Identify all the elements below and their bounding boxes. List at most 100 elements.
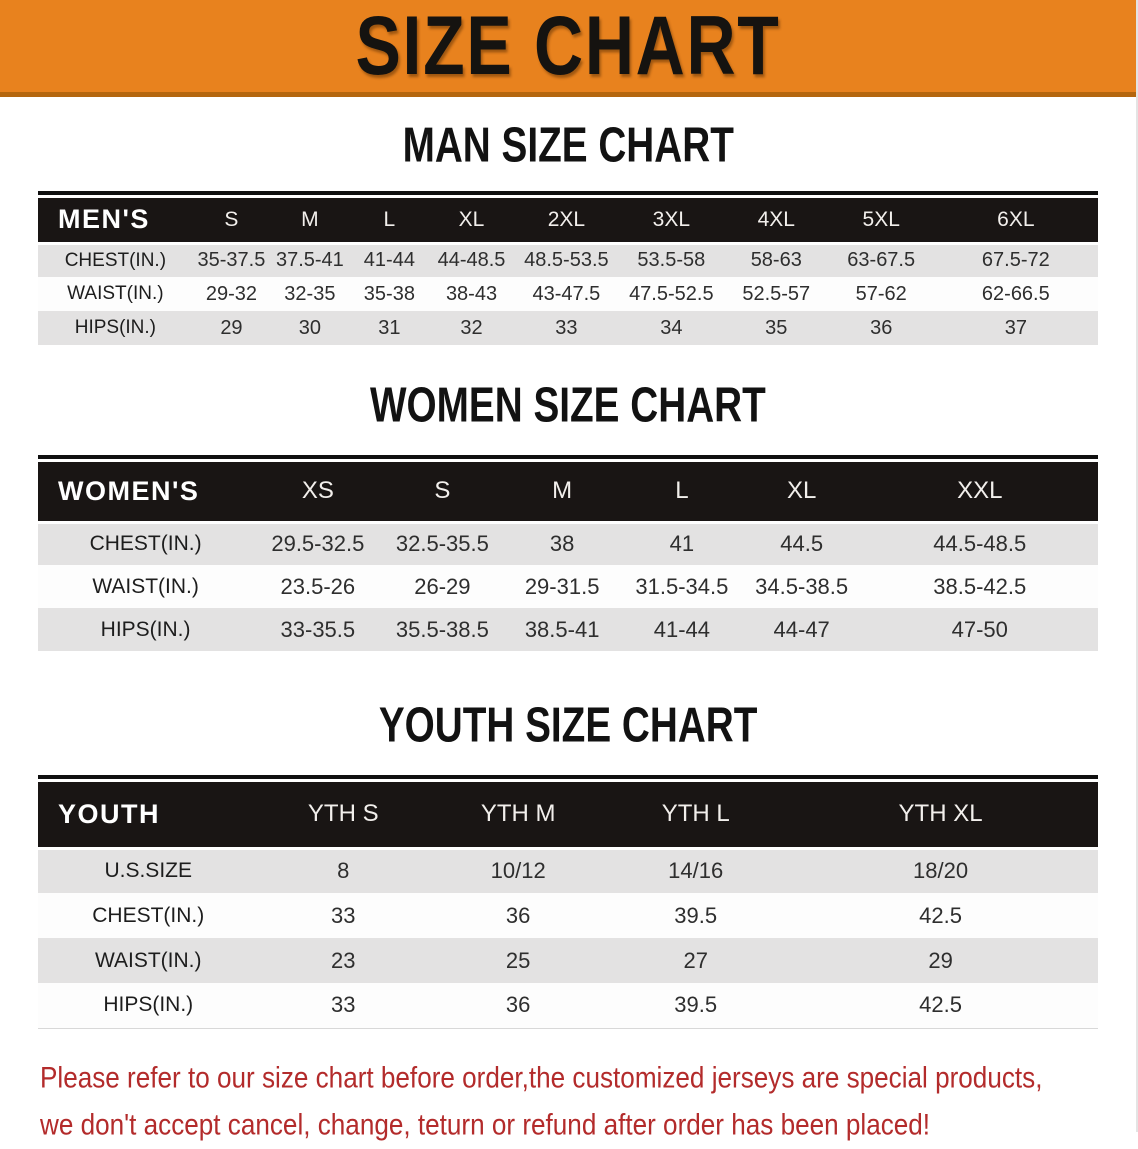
group-label: WOMEN'S [58,475,200,506]
size-value-cell: 43-47.5 [532,282,601,305]
size-value-cell: 14/16 [668,858,724,884]
disclaimer-line-2: we don't accept cancel, change, teturn o… [40,1108,931,1141]
size-value-cell: 33 [331,992,356,1018]
size-column-header: YTH L [661,800,730,828]
size-value-cell: 38 [549,531,575,557]
size-value-cell: 62-66.5 [981,282,1050,305]
size-column-header: YTH M [480,800,556,828]
size-value-cell: 37.5-41 [275,249,344,272]
row-label: HIPS(IN.) [103,993,194,1017]
section-men: MAN SIZE CHART MEN'S S M L XL 2XL 3XL 4XL 5XL 6XL… [0,97,1136,345]
size-value-cell: 35.5-38.5 [395,616,489,642]
size-value-cell: 34 [660,316,683,339]
measure-row: WAIST(IN.) 29-32 32-35 35-38 38-43 43-47.5 47.… [38,277,1098,311]
size-value-cell: 38-43 [445,282,498,305]
size-column-header: XL [458,207,485,231]
size-column-header: YTH XL [898,800,983,828]
size-value-cell: 44-47 [773,616,830,642]
youth-size-table: YOUTH YTH S YTH M YTH L YTH XL U.S.SIZE 8 10/12… [38,782,1098,1029]
size-value-cell: 33-35.5 [280,616,356,642]
size-value-cell: 39.5 [674,992,718,1018]
size-value-cell: 32 [460,316,483,339]
disclaimer: Please refer to our size chart before or… [40,1055,1136,1149]
measure-row: U.S.SIZE 8 10/12 14/16 18/20 [38,848,1098,893]
size-value-cell: 8 [337,858,350,884]
size-value-cell: 34.5-38.5 [755,573,849,599]
measure-row: CHEST(IN.) 35-37.5 37.5-41 41-44 44-48.5 48.5… [38,243,1098,277]
size-column-header: 5XL [862,207,900,231]
men-section-heading: MAN SIZE CHART [0,97,1136,191]
size-column-header: S [434,477,451,505]
size-value-cell: 53.5-58 [637,249,706,272]
size-column-header: L [383,207,396,231]
row-label: U.S.SIZE [104,859,192,883]
group-label: MEN'S [58,204,150,235]
size-column-header: S [224,207,239,231]
youth-size-table-wrap: YOUTH YTH S YTH M YTH L YTH XL U.S.SIZE 8 10/12… [38,775,1098,1029]
size-value-cell: 41-44 [653,616,711,642]
size-header-row: YOUTH YTH S YTH M YTH L YTH XL [38,782,1098,848]
size-value-cell: 52.5-57 [742,282,811,305]
size-value-cell: 18/20 [913,858,969,884]
row-label: HIPS(IN.) [100,617,191,641]
section-youth: YOUTH SIZE CHART YOUTH YTH S YTH M YTH L YTH… [0,651,1136,1029]
size-column-header: 2XL [547,207,586,231]
row-label: WAIST(IN.) [67,283,164,304]
size-column-header: M [301,207,319,231]
size-column-header: 4XL [757,207,795,231]
size-value-cell: 29-32 [205,282,258,305]
size-column-header: M [552,477,573,505]
size-value-cell: 38.5-41 [524,616,600,642]
size-value-cell: 35-38 [363,282,415,305]
size-column-header: XXL [957,477,1003,505]
size-value-cell: 39.5 [674,902,718,928]
size-value-cell: 41 [669,531,695,557]
row-label: CHEST(IN.) [92,903,205,927]
measure-row: CHEST(IN.) 33 36 39.5 42.5 [38,893,1098,938]
size-value-cell: 44.5-48.5 [933,531,1027,557]
row-label: CHEST(IN.) [89,532,202,556]
banner: SIZE CHART [0,0,1136,97]
size-value-cell: 36 [505,902,531,928]
size-value-cell: 33 [555,316,578,339]
size-value-cell: 25 [505,947,531,973]
measure-row: HIPS(IN.) 29 30 31 32 33 34 35 36 37 [38,311,1098,345]
men-size-table: MEN'S S M L XL 2XL 3XL 4XL 5XL 6XL CHEST(IN.) 35-37… [38,198,1098,345]
row-label: HIPS(IN.) [74,317,157,338]
size-column-header: XL [786,477,817,505]
size-value-cell: 23.5-26 [280,573,356,599]
size-value-cell: 29-31.5 [524,573,600,599]
size-value-cell: 35 [765,316,788,339]
women-size-table-wrap: WOMEN'S XS S M L XL XXL CHEST(IN.) 29.5-32.5 32.5… [38,455,1098,651]
size-value-cell: 38.5-42.5 [933,573,1027,599]
size-value-cell: 44.5 [780,531,824,557]
size-column-header: L [675,477,689,505]
size-value-cell: 36 [870,316,893,339]
size-value-cell: 63-67.5 [847,249,916,272]
size-value-cell: 26-29 [414,573,471,599]
size-value-cell: 36 [505,992,531,1018]
size-column-header: XS [301,477,334,505]
youth-section-heading: YOUTH SIZE CHART [0,651,1136,775]
size-value-cell: 67.5-72 [981,249,1050,272]
size-column-header: 3XL [652,207,691,231]
group-label: YOUTH [58,798,160,829]
measure-row: HIPS(IN.) 33 36 39.5 42.5 [38,983,1098,1028]
size-value-cell: 29 [220,316,243,339]
size-value-cell: 37 [1004,316,1027,339]
size-value-cell: 32.5-35.5 [395,531,489,557]
size-header-row: WOMEN'S XS S M L XL XXL [38,462,1098,522]
size-value-cell: 27 [683,947,708,973]
size-value-cell: 58-63 [750,249,802,272]
youth-section-heading-text: YOUTH SIZE CHART [378,698,758,753]
size-header-row: MEN'S S M L XL 2XL 3XL 4XL 5XL 6XL [38,198,1098,243]
size-value-cell: 42.5 [919,902,962,928]
men-size-table-wrap: MEN'S S M L XL 2XL 3XL 4XL 5XL 6XL CHEST(IN.) 35-37… [38,191,1098,345]
size-value-cell: 23 [331,947,356,973]
size-column-header: YTH S [307,800,379,828]
size-value-cell: 31.5-34.5 [635,573,729,599]
size-value-cell: 33 [331,902,356,928]
size-value-cell: 57-62 [855,282,907,305]
size-value-cell: 29.5-32.5 [271,531,365,557]
size-value-cell: 44-48.5 [437,249,506,272]
